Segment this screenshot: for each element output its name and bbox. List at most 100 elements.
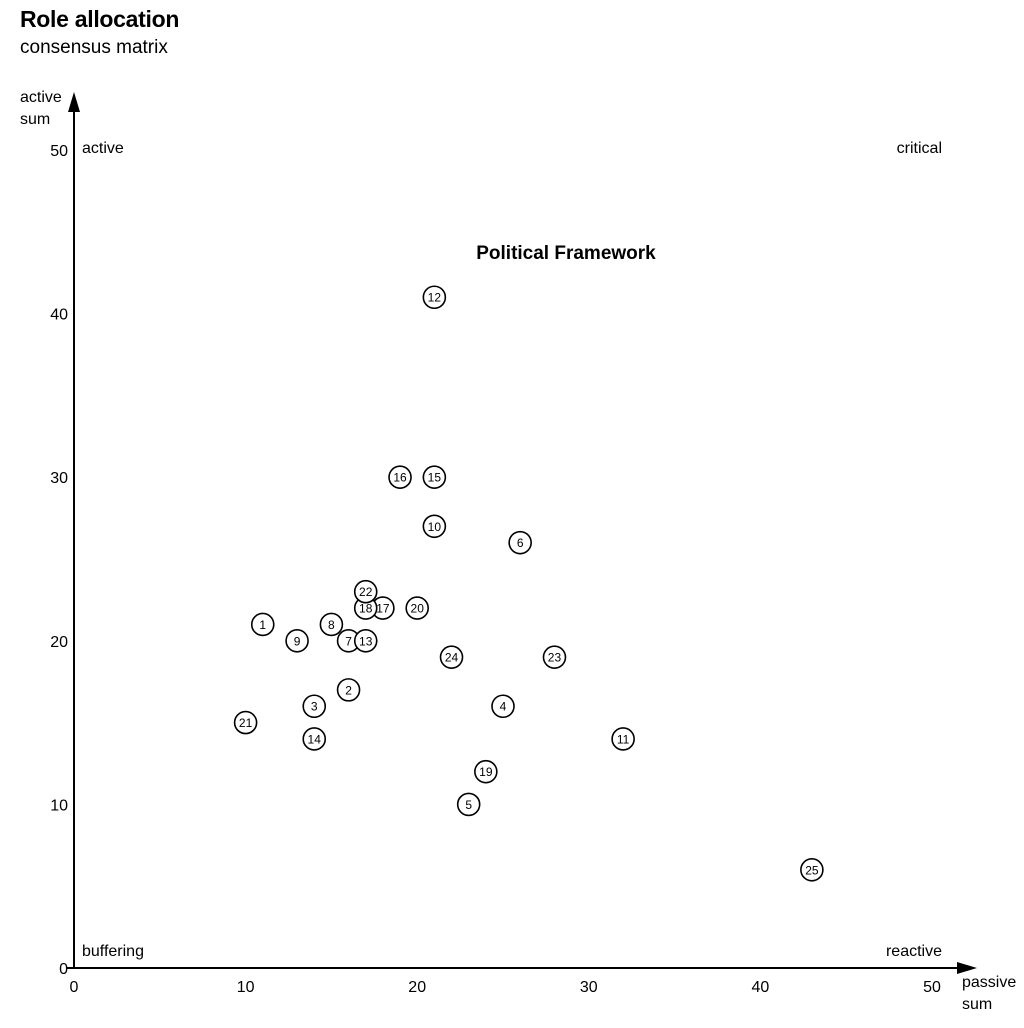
- page-title: Role allocation: [20, 6, 180, 32]
- x-axis-arrow: [957, 962, 977, 974]
- data-point-15: 15: [422, 465, 447, 490]
- data-point-label: 21: [239, 716, 253, 730]
- data-point-25: 25: [800, 858, 824, 882]
- data-point-marker: [542, 645, 567, 669]
- data-point-17: 17: [371, 596, 395, 620]
- x-tick-labels: 0 10 20 30 40 50: [70, 979, 941, 996]
- data-point-label: 1: [259, 618, 266, 632]
- data-point-label: 5: [465, 798, 472, 812]
- quadrant-label-reactive: reactive: [886, 943, 942, 960]
- data-point-label: 24: [445, 651, 459, 665]
- data-point-6: 6: [508, 530, 532, 555]
- data-point-marker: [233, 710, 258, 735]
- data-point-marker: [439, 645, 464, 669]
- data-point-3: 3: [302, 694, 327, 719]
- data-point-23: 23: [542, 645, 567, 669]
- data-point-20: 20: [405, 596, 430, 620]
- data-point-label: 18: [359, 602, 373, 616]
- data-point-label: 6: [517, 536, 524, 550]
- y-axis-arrow: [68, 92, 80, 112]
- data-point-marker: [508, 530, 532, 555]
- x-tick-label: 0: [70, 979, 79, 996]
- data-point-marker: [422, 465, 447, 490]
- x-tick-label: 50: [923, 979, 941, 996]
- data-point-label: 15: [428, 471, 442, 485]
- x-tick-label: 30: [580, 979, 598, 996]
- x-axis-label-line1: passive: [962, 974, 1016, 991]
- data-point-11: 11: [611, 727, 635, 751]
- data-point-marker: [353, 579, 378, 604]
- data-point-label: 12: [428, 291, 442, 305]
- data-point-12: 12: [422, 285, 447, 310]
- data-point-9: 9: [285, 628, 309, 653]
- y-tick-label: 0: [59, 961, 68, 978]
- data-point-2: 2: [336, 678, 361, 702]
- quadrant-label-buffering: buffering: [82, 943, 144, 960]
- y-tick-label: 50: [50, 143, 68, 160]
- data-point-label: 4: [500, 700, 507, 714]
- data-point-label: 13: [359, 634, 373, 648]
- y-tick-label: 30: [50, 470, 68, 487]
- data-point-label: 22: [359, 585, 373, 599]
- data-point-16: 16: [388, 465, 412, 490]
- data-point-label: 7: [345, 634, 352, 648]
- data-point-label: 2: [345, 683, 352, 697]
- data-point-label: 25: [805, 863, 819, 877]
- data-point-marker: [491, 694, 515, 719]
- y-tick-label: 20: [50, 634, 68, 651]
- data-point-19: 19: [474, 759, 498, 784]
- data-point-marker: [422, 514, 447, 539]
- data-point-label: 16: [393, 471, 407, 485]
- data-point-14: 14: [302, 727, 327, 751]
- data-point-18: 18: [353, 596, 378, 620]
- data-point-21: 21: [233, 710, 258, 735]
- data-point-marker: [405, 596, 430, 620]
- y-axis-label-line2: sum: [20, 111, 50, 128]
- data-point-label: 20: [411, 602, 425, 616]
- data-point-label: 19: [479, 765, 493, 779]
- data-point-marker: [474, 759, 498, 784]
- data-point-marker: [353, 628, 378, 653]
- data-point-10: 10: [422, 514, 447, 539]
- data-point-22: 22: [353, 579, 378, 604]
- data-point-13: 13: [353, 628, 378, 653]
- data-point-label: 3: [311, 700, 318, 714]
- page-subtitle: consensus matrix: [20, 37, 168, 58]
- data-point-marker: [319, 612, 344, 637]
- data-point-4: 4: [491, 694, 515, 719]
- data-point-24: 24: [439, 645, 464, 669]
- x-tick-label: 10: [237, 979, 255, 996]
- data-point-label: 8: [328, 618, 335, 632]
- chart-title: Political Framework: [476, 243, 656, 264]
- data-point-marker: [302, 694, 327, 719]
- data-point-marker: [800, 858, 824, 882]
- quadrant-label-active: active: [82, 140, 124, 157]
- data-point-marker: [422, 285, 447, 310]
- data-point-5: 5: [456, 792, 481, 817]
- data-point-label: 9: [294, 634, 301, 648]
- data-point-1: 1: [250, 612, 275, 637]
- data-point-marker: [302, 727, 327, 751]
- data-point-label: 17: [376, 602, 390, 616]
- x-tick-label: 20: [408, 979, 426, 996]
- x-axis-label-line2: sum: [962, 996, 992, 1013]
- data-point-label: 11: [617, 732, 630, 746]
- data-point-marker: [336, 678, 361, 702]
- data-point-label: 23: [548, 651, 562, 665]
- data-point-marker: [285, 628, 309, 653]
- y-axis-label-line1: active: [20, 89, 62, 106]
- data-point-8: 8: [319, 612, 344, 637]
- data-point-marker: [388, 465, 412, 490]
- data-point-marker: [456, 792, 481, 817]
- data-point-label: 14: [308, 732, 322, 746]
- y-tick-label: 40: [50, 307, 68, 324]
- data-point-label: 10: [428, 520, 442, 534]
- quadrant-label-critical: critical: [897, 140, 942, 157]
- y-tick-label: 10: [50, 797, 68, 814]
- x-tick-label: 40: [752, 979, 770, 996]
- data-point-marker: [611, 727, 635, 751]
- y-tick-labels: 0 10 20 30 40 50: [50, 143, 68, 978]
- data-point-marker: [250, 612, 275, 637]
- data-points: 123 4567891011121314151617181920212223242…: [233, 285, 824, 882]
